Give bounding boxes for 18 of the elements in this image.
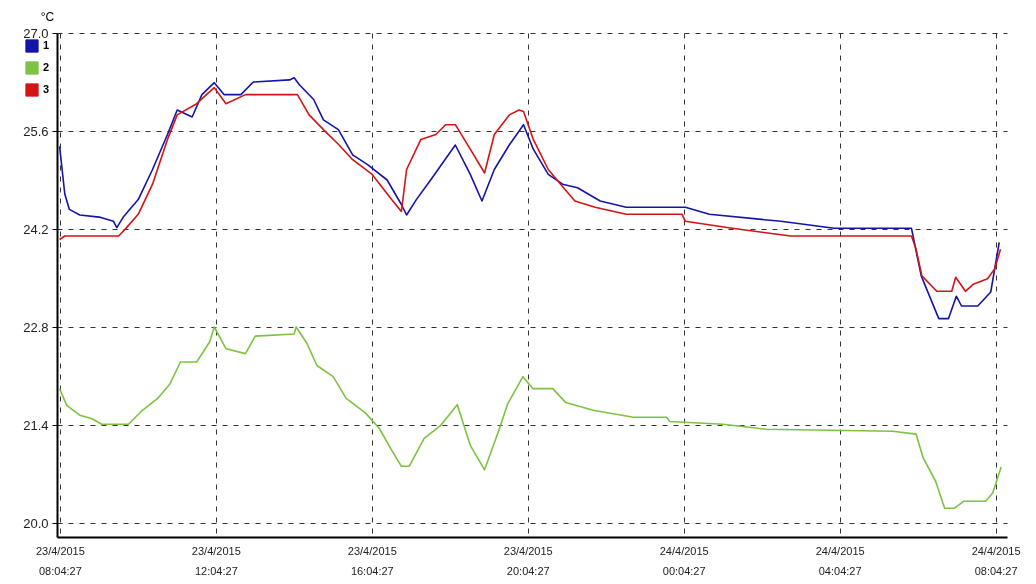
x-tick-label: 23/4/2015 16:04:27 — [347, 544, 397, 577]
legend-label: 2 — [43, 61, 50, 73]
x-tick-label: 23/4/2015 12:04:27 — [191, 544, 241, 577]
y-tick-label: 20.0 — [23, 515, 49, 531]
x-tick-label: 23/4/2015 20:04:27 — [503, 544, 553, 577]
x-tick-label: 24/4/2015 04:04:27 — [815, 544, 865, 577]
y-tick-label: 25.6 — [23, 123, 49, 139]
x-tick-label: 24/4/2015 00:04:27 — [659, 544, 709, 577]
y-tick-label: 22.8 — [23, 319, 49, 335]
line-series — [58, 326, 1002, 510]
x-tick-label: 23/4/2015 08:04:27 — [35, 544, 85, 577]
legend-label: 3 — [43, 83, 50, 95]
y-tick-label: 21.4 — [23, 417, 49, 433]
y-tick-label: 27.0 — [23, 25, 49, 41]
y-tick-label: 24.2 — [23, 221, 49, 237]
y-axis-title: °C — [40, 9, 55, 24]
legend-label: 1 — [43, 39, 50, 51]
x-tick-label: 24/4/2015 08:04:27 — [971, 544, 1021, 577]
